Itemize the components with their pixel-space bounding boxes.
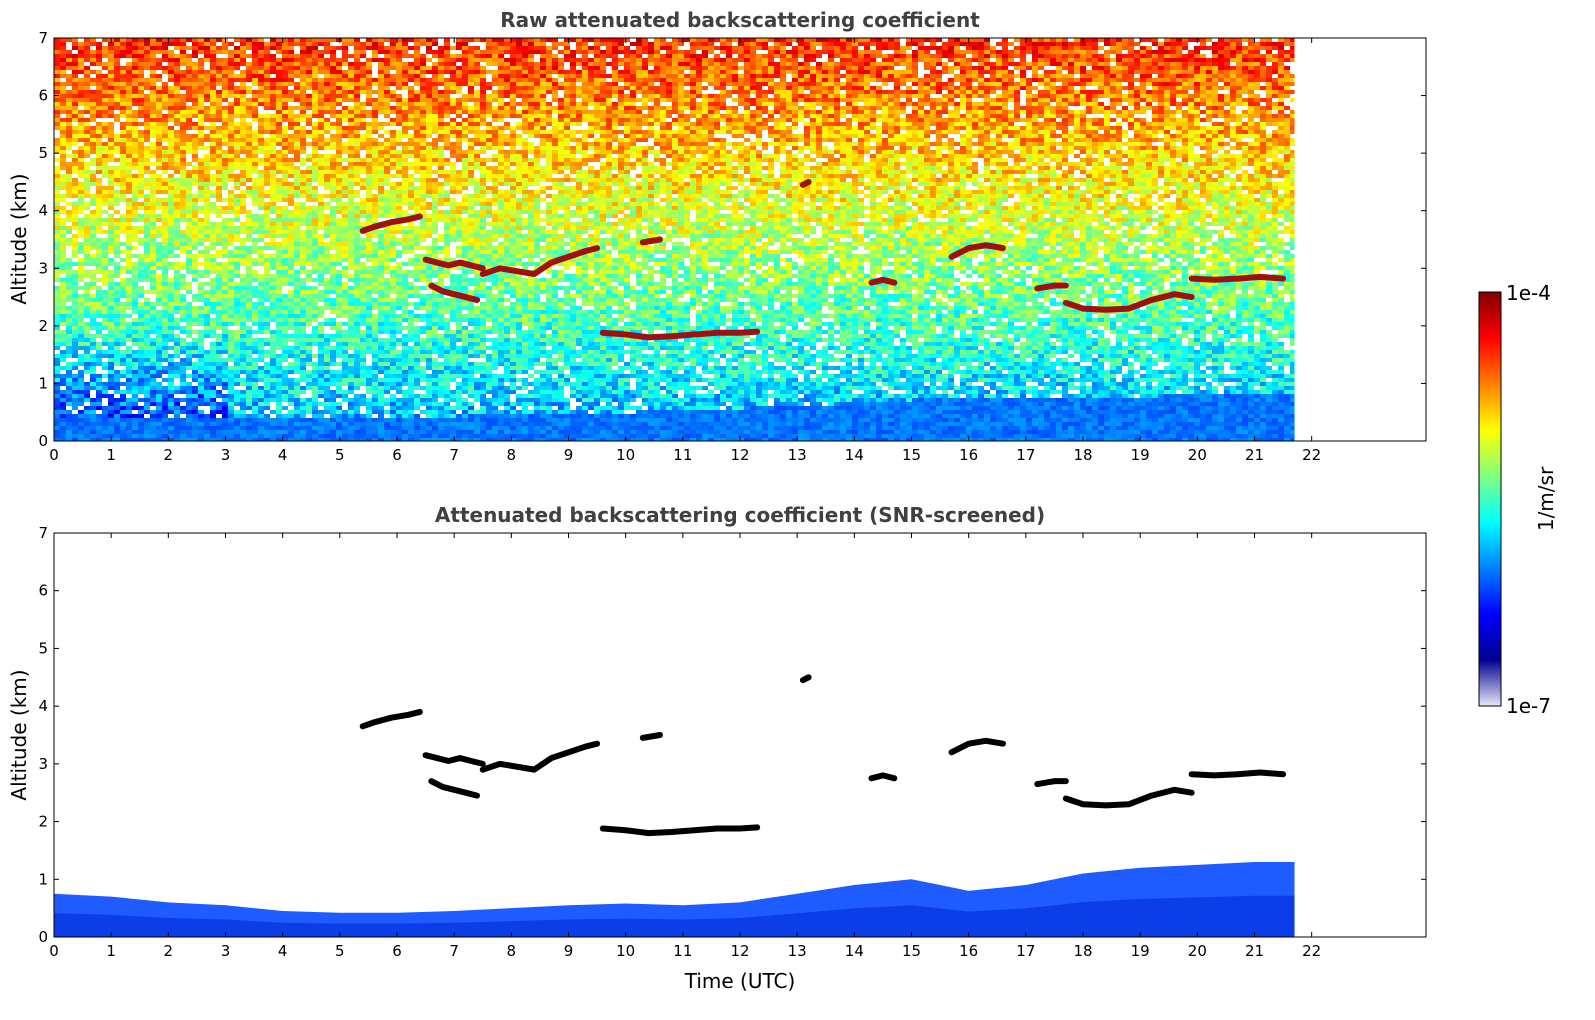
screened-y-tick-label: 7: [38, 524, 48, 542]
raw-y-tick-label: 1: [38, 374, 48, 392]
screened-x-tick-label: 4: [278, 942, 288, 960]
screened-y-tick-label: 0: [38, 928, 48, 946]
screened-cloud-layer-12: [1192, 773, 1283, 776]
screened-x-tick-label: 12: [730, 942, 749, 960]
figure: Raw attenuated backscattering coefficien…: [0, 0, 1595, 1020]
raw-cloud-layer-8: [871, 280, 894, 283]
raw-x-tick-label: 1: [106, 446, 116, 464]
raw-y-tick-label: 6: [38, 87, 48, 105]
raw-y-tick-label: 5: [38, 144, 48, 162]
screened-x-tick-label: 3: [221, 942, 231, 960]
screened-x-tick-label: 7: [449, 942, 459, 960]
raw-y-tick-label: 2: [38, 317, 48, 335]
screened-x-tick-label: 0: [49, 942, 59, 960]
screened-y-tick-label: 3: [38, 755, 48, 773]
raw-x-tick-label: 13: [788, 446, 807, 464]
screened-y-tick-label: 1: [38, 870, 48, 888]
raw-cloud-layer-10: [1037, 286, 1066, 289]
colorbar-gradient: [1479, 292, 1501, 706]
raw-x-tick-label: 14: [845, 446, 864, 464]
raw-x-tick-label: 8: [507, 446, 517, 464]
screened-cloud-layer-2: [426, 755, 483, 764]
screened-x-tick-label: 18: [1073, 942, 1092, 960]
raw-y-tick-label: 4: [38, 202, 48, 220]
screened-x-tick-label: 5: [335, 942, 345, 960]
raw-cloud-layer-7: [803, 182, 809, 185]
screened-x-tick-label: 6: [392, 942, 402, 960]
colorbar: 1e-4 1e-7 1/m/sr: [1479, 281, 1558, 718]
screened-x-tick-label: 13: [788, 942, 807, 960]
screened-x-tick-label: 10: [616, 942, 635, 960]
raw-x-tick-label: 20: [1188, 446, 1207, 464]
screened-x-tick-label: 15: [902, 942, 921, 960]
screened-x-tick-label: 17: [1016, 942, 1035, 960]
x-axis-label: Time (UTC): [684, 969, 796, 993]
screened-cloud-layer-8: [871, 775, 894, 778]
screened-heatmap: [54, 677, 1295, 937]
raw-x-tick-label: 22: [1302, 446, 1321, 464]
screened-backscatter-panel: Attenuated backscattering coefficient (S…: [7, 503, 1426, 993]
screened-x-tick-label: 14: [845, 942, 864, 960]
screened-y-tick-label: 5: [38, 639, 48, 657]
raw-y-axis-label: Altitude (km): [7, 173, 31, 304]
raw-x-tick-label: 19: [1131, 446, 1150, 464]
raw-x-tick-label: 17: [1016, 446, 1035, 464]
raw-x-tick-label: 18: [1073, 446, 1092, 464]
raw-x-tick-label: 10: [616, 446, 635, 464]
raw-x-tick-label: 6: [392, 446, 402, 464]
colorbar-units-label: 1/m/sr: [1534, 466, 1558, 531]
raw-cloud-layer-5: [643, 240, 660, 243]
raw-x-tick-label: 5: [335, 446, 345, 464]
screened-x-tick-label: 11: [673, 942, 692, 960]
screened-cloud-layer-4: [483, 744, 597, 770]
raw-x-tick-label: 15: [902, 446, 921, 464]
screened-x-tick-label: 20: [1188, 942, 1207, 960]
screened-x-tick-label: 9: [564, 942, 574, 960]
raw-heatmap: [54, 38, 1295, 442]
raw-x-tick-label: 7: [449, 446, 459, 464]
colorbar-top-tick: 1e-4: [1506, 281, 1551, 305]
screened-x-tick-label: 8: [507, 942, 517, 960]
raw-x-tick-label: 21: [1245, 446, 1264, 464]
raw-cloud-layer-12: [1192, 277, 1283, 280]
screened-cloud-layer-7: [803, 677, 809, 680]
screened-cloud-layer-9: [952, 741, 1003, 753]
screened-cloud-layer-1: [363, 712, 420, 726]
raw-x-tick-label: 3: [221, 446, 231, 464]
screened-x-tick-label: 1: [106, 942, 116, 960]
raw-x-tick-label: 9: [564, 446, 574, 464]
screened-x-tick-label: 16: [959, 942, 978, 960]
screened-cloud-layer-10: [1037, 781, 1066, 784]
screened-cloud-layer-11: [1066, 790, 1192, 806]
screened-y-axis-label: Altitude (km): [7, 669, 31, 800]
screened-y-tick-label: 4: [38, 697, 48, 715]
raw-x-tick-label: 11: [673, 446, 692, 464]
raw-x-tick-label: 16: [959, 446, 978, 464]
raw-x-tick-label: 0: [49, 446, 59, 464]
screened-cloud-layer-3: [431, 781, 477, 795]
raw-x-tick-label: 4: [278, 446, 288, 464]
raw-y-tick-label: 7: [38, 29, 48, 47]
raw-y-tick-label: 3: [38, 259, 48, 277]
screened-y-tick-label: 2: [38, 813, 48, 831]
raw-backscatter-panel: Raw attenuated backscattering coefficien…: [7, 8, 1426, 464]
screened-panel-title: Attenuated backscattering coefficient (S…: [435, 503, 1045, 527]
raw-panel-title: Raw attenuated backscattering coefficien…: [500, 8, 980, 32]
screened-cloud-layer-5: [643, 735, 660, 738]
raw-y-tick-label: 0: [38, 432, 48, 450]
screened-x-tick-label: 21: [1245, 942, 1264, 960]
screened-y-tick-label: 6: [38, 582, 48, 600]
screened-cloud-layer-6: [603, 827, 757, 833]
screened-x-tick-label: 19: [1131, 942, 1150, 960]
raw-x-tick-label: 12: [730, 446, 749, 464]
screened-x-tick-label: 2: [164, 942, 174, 960]
screened-x-tick-label: 22: [1302, 942, 1321, 960]
colorbar-bottom-tick: 1e-7: [1506, 694, 1551, 718]
raw-x-tick-label: 2: [164, 446, 174, 464]
